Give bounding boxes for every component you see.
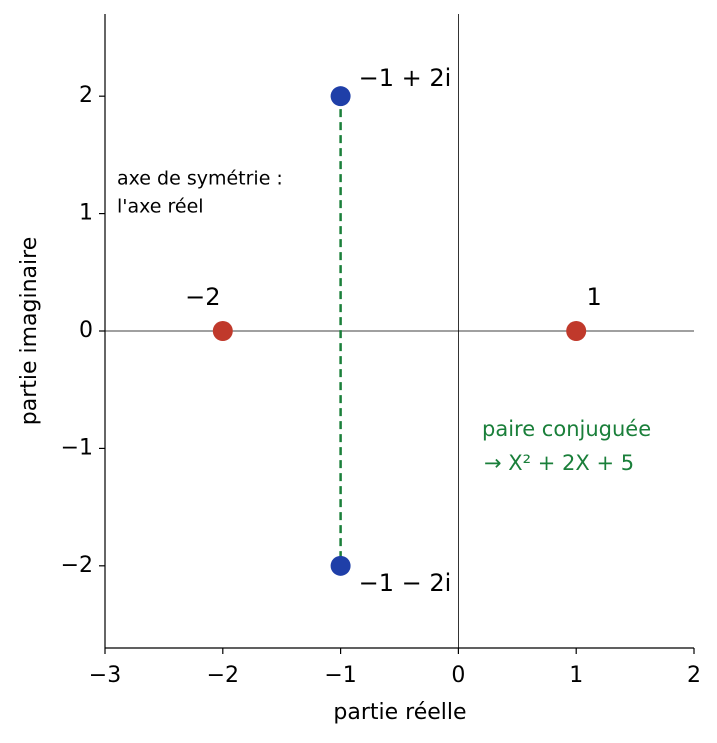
- annotation: axe de symétrie :: [117, 168, 283, 190]
- point: [330, 555, 351, 576]
- point-label: −2: [185, 283, 220, 311]
- point-label: 1: [587, 283, 602, 311]
- x-tick-label: −3: [89, 663, 121, 688]
- annotation: l'axe réel: [117, 196, 204, 218]
- annotation: paire conjuguée: [482, 417, 651, 441]
- y-tick-label: 0: [79, 318, 93, 343]
- point-label: −1 + 2i: [359, 64, 452, 92]
- point: [566, 321, 587, 341]
- y-tick-label: −2: [61, 553, 93, 578]
- x-tick-label: 1: [569, 663, 583, 688]
- y-tick-label: 2: [79, 83, 93, 108]
- point: [330, 86, 351, 107]
- x-tick-label: 0: [451, 663, 465, 688]
- y-axis-label: partie imaginaire: [17, 237, 42, 426]
- y-tick-label: −1: [61, 435, 93, 460]
- x-tick-label: −1: [324, 663, 356, 688]
- annotation: → X² + 2X + 5: [484, 451, 634, 475]
- y-tick-label: 1: [79, 201, 93, 226]
- x-tick-label: 2: [687, 663, 701, 688]
- x-axis-label: partie réelle: [333, 700, 466, 725]
- point-label: −1 − 2i: [359, 569, 452, 597]
- x-tick-label: −2: [207, 663, 239, 688]
- point: [212, 321, 233, 341]
